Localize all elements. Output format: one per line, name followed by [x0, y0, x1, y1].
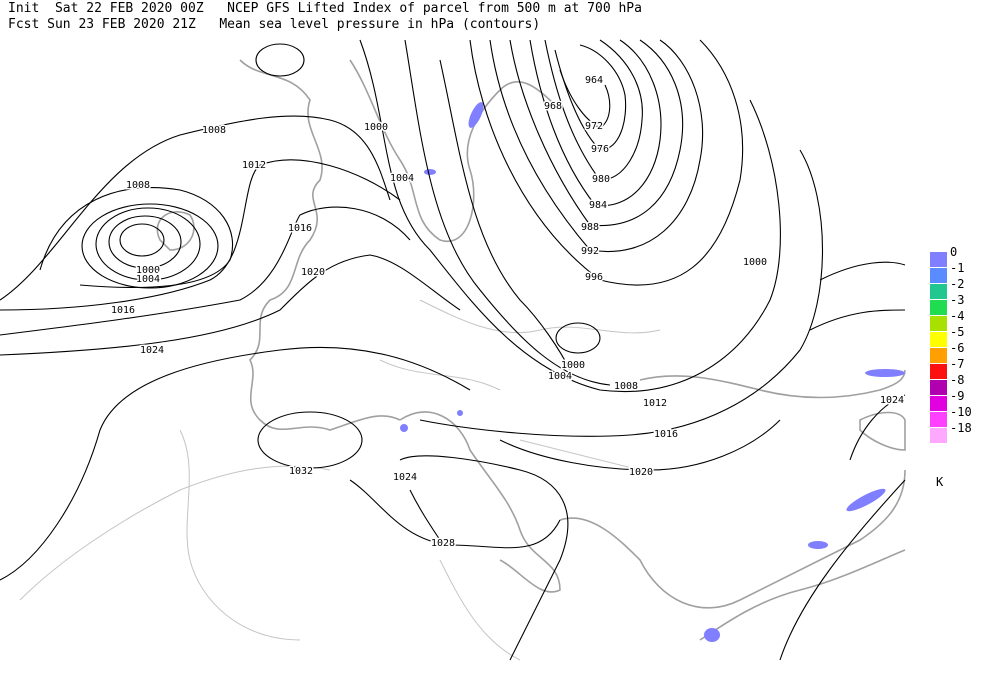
legend-label: -1: [950, 261, 964, 275]
contour-label: 1000: [561, 360, 585, 371]
contour-label: 1016: [654, 429, 678, 440]
isobars: [0, 39, 906, 661]
contour-labels: 964 968 972 976 980 984 988 992 996 1000…: [109, 74, 905, 551]
legend-label: -6: [950, 341, 964, 355]
legend-label: -18: [950, 421, 972, 435]
contour-label: 1000: [743, 257, 767, 268]
contour-label: 1004: [548, 371, 572, 382]
legend-swatch: [930, 412, 947, 427]
legend: 0 -1 -2 -3 -4 -5 -6 -7 -8 -9 -10 -18: [930, 245, 972, 443]
contour-label: 1024: [140, 345, 164, 356]
legend-label: -7: [950, 357, 964, 371]
li-patches: [400, 102, 905, 642]
legend-swatch: [930, 268, 947, 283]
legend-label: 0: [950, 245, 957, 259]
legend-swatch: [930, 396, 947, 411]
contour-label: 1020: [301, 267, 325, 278]
contour-label: 1016: [288, 223, 312, 234]
contour-label: 984: [589, 200, 607, 211]
legend-swatch: [930, 300, 947, 315]
legend-label: -10: [950, 405, 972, 419]
li-patch: [468, 102, 484, 128]
legend-label: -2: [950, 277, 964, 291]
li-patch: [865, 369, 905, 377]
legend-label: -5: [950, 325, 964, 339]
contour-label: 972: [585, 121, 603, 132]
contour-label: 968: [544, 101, 562, 112]
li-patch: [400, 424, 408, 432]
contour-label: 976: [591, 144, 609, 155]
contour-label: 964: [585, 75, 603, 86]
contour-label: 988: [581, 222, 599, 233]
li-patch: [704, 628, 720, 642]
coastlines: [19, 59, 906, 661]
legend-label: -3: [950, 293, 964, 307]
contour-label: 1004: [390, 173, 414, 184]
contour-label: 996: [585, 272, 603, 283]
li-patch: [808, 541, 828, 549]
contour-label: 1008: [614, 381, 638, 392]
contour-label: 1028: [431, 538, 455, 549]
legend-swatch: [930, 348, 947, 363]
legend-swatch: [930, 364, 947, 379]
contour-label: 1000: [364, 122, 388, 133]
contour-label: 1032: [289, 466, 313, 477]
legend-label: -9: [950, 389, 964, 403]
contour-label: 1012: [242, 160, 266, 171]
contour-label: 992: [581, 246, 599, 257]
legend-swatch: [930, 428, 947, 443]
li-patch: [846, 488, 886, 512]
contour-label: 1008: [126, 180, 150, 191]
legend-swatch: [930, 332, 947, 347]
contour-label: 1008: [202, 125, 226, 136]
legend-swatch: [930, 316, 947, 331]
legend-label: -8: [950, 373, 964, 387]
contour-label: 1016: [111, 305, 135, 316]
li-patch: [424, 169, 436, 175]
contour-label: 1012: [643, 398, 667, 409]
header-line: Init Sat 22 FEB 2020 00Z NCEP GFS Lifted…: [8, 1, 642, 16]
legend-swatch: [930, 252, 947, 267]
contour-label: 1004: [136, 274, 160, 285]
header-line: Fcst Sun 23 FEB 2020 21Z Mean sea level …: [8, 17, 540, 32]
legend-swatch: [930, 284, 947, 299]
contour-label: 1000: [136, 265, 160, 276]
contour-label: 1024: [393, 472, 417, 483]
contour-label: 1020: [629, 467, 653, 478]
legend-unit: K: [936, 475, 944, 489]
li-patch: [457, 410, 463, 416]
contour-label: 980: [592, 174, 610, 185]
contour-label: 1024: [880, 395, 904, 406]
legend-swatch: [930, 380, 947, 395]
legend-label: -4: [950, 309, 964, 323]
